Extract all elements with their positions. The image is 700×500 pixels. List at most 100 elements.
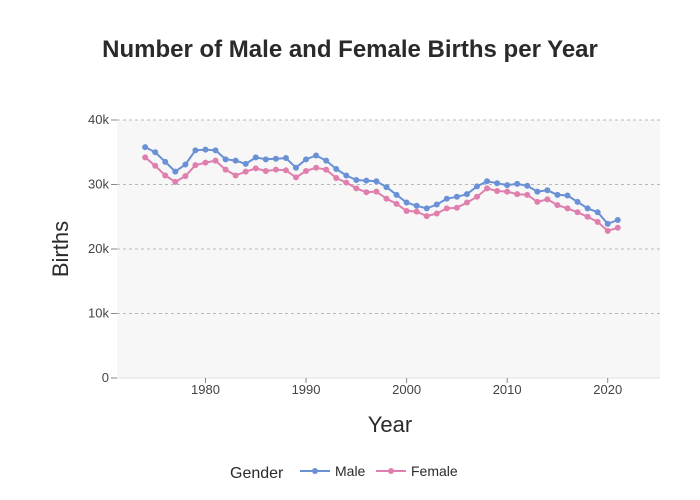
data-point-male[interactable] [343, 172, 350, 179]
data-point-male[interactable] [313, 152, 320, 159]
data-point-female[interactable] [192, 162, 199, 169]
data-point-female[interactable] [453, 204, 460, 211]
legend-item-male[interactable]: Male [300, 463, 366, 479]
data-point-female[interactable] [594, 218, 601, 225]
data-point-male[interactable] [262, 156, 269, 163]
data-point-male[interactable] [323, 157, 330, 164]
data-point-male[interactable] [443, 195, 450, 202]
data-point-male[interactable] [212, 147, 219, 154]
chart-title: Number of Male and Female Births per Yea… [102, 36, 598, 63]
data-point-female[interactable] [473, 193, 480, 200]
data-point-female[interactable] [524, 191, 531, 198]
data-point-male[interactable] [152, 149, 159, 156]
data-point-male[interactable] [524, 182, 531, 189]
data-point-female[interactable] [554, 202, 561, 209]
data-point-male[interactable] [574, 198, 581, 205]
data-point-female[interactable] [514, 191, 521, 198]
data-point-male[interactable] [514, 180, 521, 187]
data-point-female[interactable] [534, 198, 541, 205]
data-point-male[interactable] [222, 156, 229, 163]
data-point-male[interactable] [282, 155, 289, 162]
data-point-male[interactable] [353, 176, 360, 183]
data-point-male[interactable] [232, 157, 239, 164]
data-point-female[interactable] [222, 166, 229, 173]
data-point-male[interactable] [494, 180, 501, 187]
data-point-male[interactable] [453, 193, 460, 200]
data-point-female[interactable] [353, 185, 360, 192]
data-point-male[interactable] [594, 209, 601, 216]
data-point-male[interactable] [252, 154, 259, 161]
data-point-male[interactable] [142, 144, 149, 151]
data-point-female[interactable] [162, 172, 169, 179]
data-point-male[interactable] [393, 191, 400, 198]
data-point-female[interactable] [272, 166, 279, 173]
data-point-male[interactable] [504, 182, 511, 189]
data-point-male[interactable] [182, 161, 189, 168]
data-point-male[interactable] [604, 220, 611, 227]
data-point-male[interactable] [433, 201, 440, 208]
data-point-female[interactable] [172, 178, 179, 185]
data-point-male[interactable] [614, 216, 621, 223]
data-point-female[interactable] [403, 207, 410, 214]
data-point-female[interactable] [574, 209, 581, 216]
data-point-male[interactable] [423, 205, 430, 212]
data-point-male[interactable] [584, 205, 591, 212]
data-point-male[interactable] [484, 178, 491, 185]
data-point-female[interactable] [373, 188, 380, 195]
data-point-female[interactable] [333, 175, 340, 182]
data-point-female[interactable] [433, 210, 440, 217]
data-point-female[interactable] [544, 196, 551, 203]
data-point-male[interactable] [554, 191, 561, 198]
data-point-male[interactable] [544, 187, 551, 194]
data-point-male[interactable] [534, 188, 541, 195]
data-point-female[interactable] [363, 189, 370, 196]
data-point-male[interactable] [272, 155, 279, 162]
data-point-male[interactable] [473, 183, 480, 190]
data-point-male[interactable] [333, 166, 340, 173]
data-point-female[interactable] [242, 168, 249, 175]
data-point-female[interactable] [313, 164, 320, 171]
data-point-male[interactable] [564, 192, 571, 199]
data-point-female[interactable] [393, 200, 400, 207]
data-point-female[interactable] [383, 195, 390, 202]
data-point-male[interactable] [162, 158, 169, 165]
data-point-female[interactable] [303, 167, 310, 174]
data-point-female[interactable] [494, 187, 501, 194]
data-point-female[interactable] [292, 174, 299, 181]
legend-item-female[interactable]: Female [376, 463, 458, 479]
data-point-male[interactable] [413, 202, 420, 209]
data-point-male[interactable] [202, 146, 209, 153]
data-point-female[interactable] [614, 224, 621, 231]
data-point-male[interactable] [292, 164, 299, 171]
data-point-female[interactable] [152, 162, 159, 169]
data-point-male[interactable] [403, 199, 410, 206]
data-point-female[interactable] [343, 179, 350, 186]
data-point-female[interactable] [232, 172, 239, 179]
data-point-female[interactable] [262, 167, 269, 174]
data-point-female[interactable] [484, 185, 491, 192]
data-point-female[interactable] [252, 165, 259, 172]
data-point-female[interactable] [282, 167, 289, 174]
data-point-female[interactable] [443, 205, 450, 212]
data-point-male[interactable] [172, 168, 179, 175]
data-point-male[interactable] [463, 191, 470, 198]
data-point-female[interactable] [323, 166, 330, 173]
data-point-female[interactable] [423, 213, 430, 220]
data-point-female[interactable] [463, 199, 470, 206]
data-point-female[interactable] [584, 213, 591, 220]
data-point-female[interactable] [142, 154, 149, 161]
data-point-female[interactable] [604, 227, 611, 234]
data-point-male[interactable] [383, 184, 390, 191]
data-point-male[interactable] [303, 156, 310, 163]
data-point-male[interactable] [242, 160, 249, 167]
x-tick-label: 1990 [292, 382, 321, 397]
data-point-male[interactable] [192, 147, 199, 154]
data-point-female[interactable] [182, 173, 189, 180]
data-point-male[interactable] [373, 178, 380, 185]
data-point-female[interactable] [564, 205, 571, 212]
data-point-female[interactable] [504, 188, 511, 195]
data-point-female[interactable] [202, 159, 209, 166]
data-point-female[interactable] [413, 208, 420, 215]
data-point-female[interactable] [212, 157, 219, 164]
data-point-male[interactable] [363, 177, 370, 184]
